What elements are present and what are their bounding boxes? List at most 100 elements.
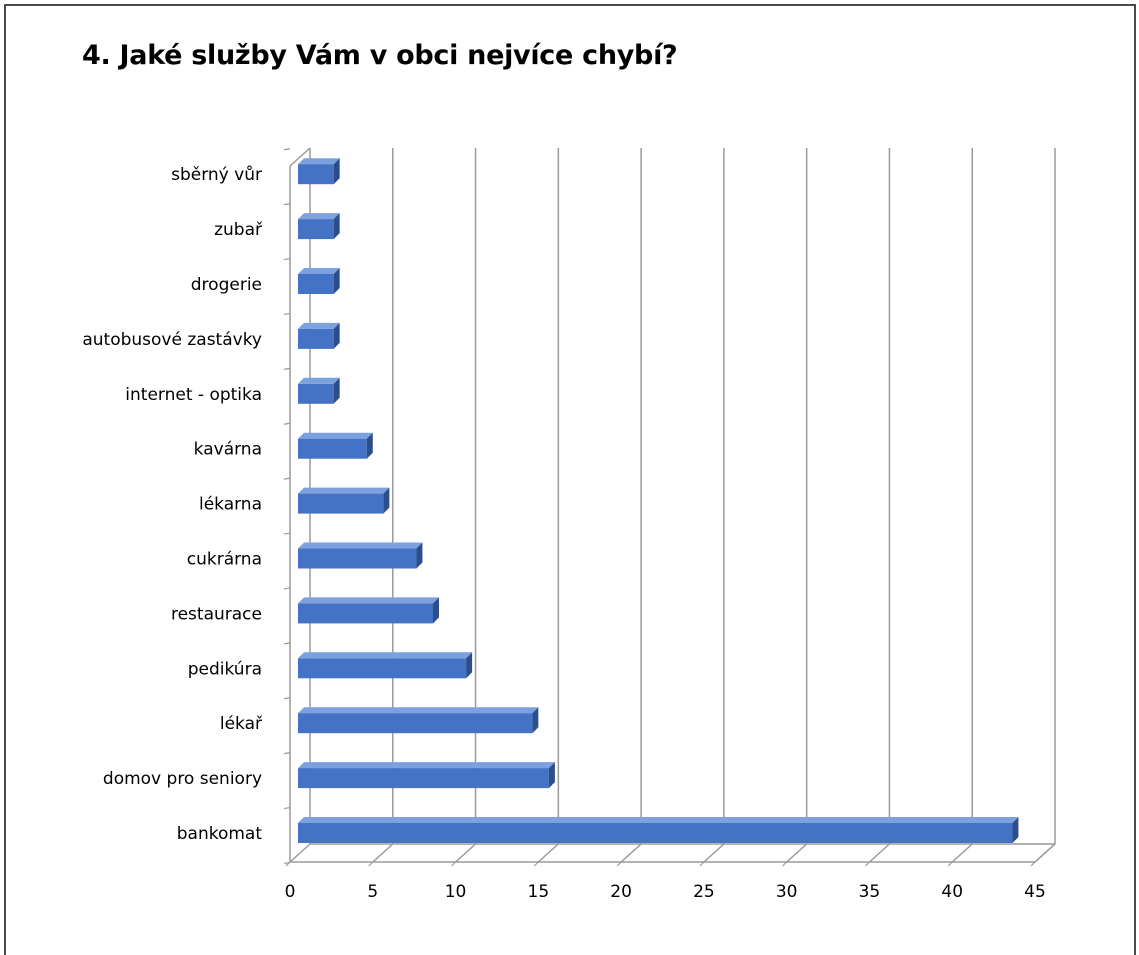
- bar-side: [333, 213, 340, 240]
- bar-side: [333, 268, 340, 294]
- x-tick-label: 25: [693, 882, 715, 902]
- bar: [298, 213, 340, 240]
- x-tick-mark: [947, 861, 953, 867]
- category-label: pedikúra: [188, 659, 262, 679]
- category-label: restaurace: [171, 604, 262, 624]
- floor-gridline: [455, 843, 477, 863]
- bar-front: [298, 438, 367, 459]
- floor-gridline: [951, 843, 973, 863]
- y-tick-mark: [283, 752, 291, 755]
- chart-frame: 4. Jaké služby Vám v obci nejvíce chybí?: [4, 4, 1136, 955]
- bar-front: [298, 164, 334, 185]
- bar-front: [298, 548, 417, 569]
- bar-top: [298, 542, 423, 549]
- x-tick-label: 45: [1024, 882, 1046, 902]
- floor-gridline: [1034, 843, 1056, 863]
- category-label: zubař: [214, 220, 263, 240]
- bar: [298, 268, 340, 294]
- x-tick-labels: 0 5 10 15 20 25 30 35 40 45: [285, 882, 1046, 902]
- floor-gridline: [537, 843, 559, 863]
- y-tick-mark: [283, 148, 291, 151]
- x-tick-mark: [782, 861, 788, 867]
- x-tick-mark: [865, 861, 870, 867]
- x-tick-mark: [699, 861, 705, 867]
- floor-gridline: [372, 843, 394, 863]
- y-tick-mark: [283, 203, 291, 206]
- bar-side: [532, 707, 539, 734]
- bar-top: [298, 377, 340, 384]
- bar-side: [333, 158, 340, 185]
- category-label: lékař: [220, 714, 263, 734]
- bar-top: [298, 817, 1019, 823]
- x-tick-label: 35: [859, 882, 881, 902]
- x-tick-mark: [616, 861, 622, 867]
- bar-side: [333, 322, 340, 349]
- bar: [298, 377, 340, 404]
- left-wall-top-edge: [289, 147, 311, 167]
- x-tick-mark: [533, 861, 539, 867]
- floor-gridline: [703, 843, 725, 863]
- bar-side: [383, 487, 390, 514]
- bar-side: [466, 652, 473, 679]
- category-label: kavárna: [194, 440, 262, 460]
- category-label: cukrárna: [187, 550, 262, 570]
- bar-side: [416, 542, 423, 569]
- bar-front: [298, 219, 334, 240]
- bar-side: [548, 762, 555, 789]
- floor-left-edge: [289, 843, 311, 863]
- category-label: sběrný vůr: [171, 165, 262, 185]
- y-tick-mark: [283, 697, 291, 700]
- bar-front: [298, 274, 334, 294]
- gridlines: [285, 148, 1056, 867]
- y-tick-mark: [283, 257, 291, 261]
- x-tick-mark: [285, 861, 291, 867]
- bar-top: [298, 652, 473, 659]
- bar: [298, 762, 555, 789]
- bar-front: [298, 328, 334, 349]
- y-tick-mark: [283, 587, 291, 590]
- bar: [298, 542, 423, 569]
- bar: [298, 487, 390, 514]
- bar-top: [298, 213, 340, 220]
- bar: [298, 707, 539, 734]
- floor-gridline: [868, 843, 890, 863]
- bars: [298, 158, 1019, 843]
- y-tick-mark: [283, 477, 291, 480]
- bar: [298, 652, 473, 679]
- category-label: domov pro seniory: [103, 769, 262, 789]
- bar-top: [298, 707, 539, 714]
- x-tick-label: 20: [610, 882, 632, 902]
- category-label: lékarna: [199, 495, 262, 515]
- y-tick-mark: [283, 422, 291, 425]
- category-label: internet - optika: [125, 385, 262, 405]
- bar-side: [333, 377, 340, 404]
- category-label: drogerie: [191, 275, 262, 295]
- bar-top: [298, 762, 555, 769]
- bar-top: [298, 597, 439, 604]
- y-tick-mark: [283, 642, 291, 645]
- x-tick-label: 5: [367, 882, 378, 902]
- x-tick-label: 30: [776, 882, 798, 902]
- bar: [298, 817, 1019, 843]
- bar-side: [1012, 817, 1019, 843]
- bar: [298, 322, 340, 349]
- bar-side: [433, 597, 439, 624]
- x-tick-mark: [368, 861, 374, 867]
- bar: [298, 158, 340, 185]
- bar-top: [298, 158, 340, 165]
- bar-top: [298, 268, 340, 274]
- category-label: bankomat: [177, 824, 263, 844]
- category-labels: bankomat domov pro seniory lékař pedikúra re…: [82, 165, 263, 844]
- y-tick-mark: [283, 367, 291, 370]
- y-tick-mark: [283, 312, 291, 316]
- bar-front: [298, 658, 467, 679]
- x-tick-mark: [1030, 861, 1036, 867]
- category-label: autobusové zastávky: [82, 330, 262, 350]
- bar-front: [298, 768, 549, 789]
- x-tick-label: 40: [941, 882, 963, 902]
- y-tick-mark: [283, 532, 291, 535]
- x-tick-label: 0: [285, 882, 296, 902]
- bar-front: [298, 383, 334, 404]
- y-tick-mark: [283, 806, 291, 810]
